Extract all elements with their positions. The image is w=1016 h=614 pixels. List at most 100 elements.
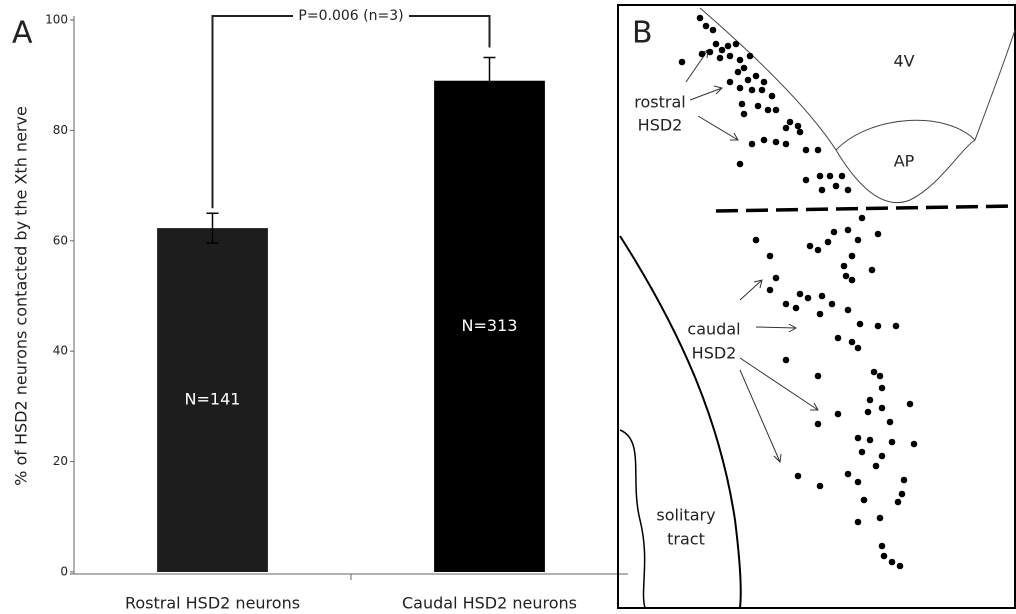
neuron-dot (764, 106, 772, 114)
neuron-dot (880, 552, 888, 560)
neuron-dot (748, 86, 756, 94)
neuron-dot (898, 490, 906, 498)
neuron-dot (854, 478, 862, 486)
neuron-dot (734, 68, 742, 76)
neuron-dot (758, 86, 766, 94)
neuron-dot (854, 236, 862, 244)
y-axis-label: % of HSD2 neurons contacted by the Xth n… (12, 106, 31, 486)
neuron-dot (844, 470, 852, 478)
neuron-dot (816, 172, 824, 180)
neuron-dot (752, 236, 760, 244)
panel-b-frame (617, 4, 1016, 609)
ap-outline (835, 119, 976, 151)
neuron-dot (744, 76, 752, 84)
panel-label: A (12, 16, 33, 51)
neuron-dot (818, 186, 826, 194)
neuron-dot (802, 176, 810, 184)
neuron-dot (698, 50, 706, 58)
neuron-dot (760, 136, 768, 144)
neuron-dot (834, 334, 842, 342)
neuron-dot (816, 482, 824, 490)
neuron-dot (802, 146, 810, 154)
neuron-dot (754, 102, 762, 110)
neuron-dot (706, 48, 714, 56)
neuron-dot (796, 290, 804, 298)
neuron-dot (870, 368, 878, 376)
neuron-dot (866, 436, 874, 444)
neuron-dot (910, 440, 918, 448)
neuron-dot (726, 52, 734, 60)
neuron-dot (842, 272, 850, 280)
neuron-dot (878, 542, 886, 550)
neuron-dot (794, 122, 802, 130)
neuron-dot (876, 514, 884, 522)
bar-annotation: N=141 (185, 390, 241, 409)
neuron-dot (718, 46, 726, 54)
neuron-dot (806, 242, 814, 250)
y-tick-label: 80 (53, 123, 68, 137)
neuron-dot (792, 304, 800, 312)
neuron-dot (766, 286, 774, 294)
neuron-dot (854, 518, 862, 526)
region-label: HSD2 (638, 116, 683, 135)
neuron-dot (858, 448, 866, 456)
neuron-dot (844, 306, 852, 314)
neuron-dot (740, 64, 748, 72)
neuron-dot (786, 118, 794, 126)
panel-label: B (632, 16, 653, 51)
neuron-dot (856, 320, 864, 328)
neuron-dot (736, 160, 744, 168)
neuron-dot (878, 384, 886, 392)
neuron-dot (844, 186, 852, 194)
arrows (685, 49, 819, 464)
x-tick-label: Rostral HSD2 neurons (125, 594, 300, 613)
neuron-dot (860, 496, 868, 504)
neuron-dot (726, 78, 734, 86)
neuron-dot (782, 300, 790, 308)
y-tick-label: 20 (53, 454, 68, 468)
neuron-dot (772, 138, 780, 146)
region-label: AP (894, 152, 915, 171)
bar (157, 228, 268, 572)
neuron-dot (816, 310, 824, 318)
neuron-dot (814, 372, 822, 380)
neuron-dot (858, 214, 866, 222)
neuron-dot (736, 56, 744, 64)
neuron-dot (854, 344, 862, 352)
region-label: rostral (634, 93, 685, 112)
neuron-dot (832, 182, 840, 190)
neuron-dot (900, 476, 908, 484)
dashed-line (715, 204, 1016, 213)
neuron-dot (782, 356, 790, 364)
neuron-dot (848, 338, 856, 346)
neuron-dot (772, 274, 780, 282)
neuron-dot (752, 72, 760, 80)
neuron-dot (878, 404, 886, 412)
neuron-dot (874, 230, 882, 238)
region-label: tract (667, 530, 705, 549)
neuron-dot (736, 84, 744, 92)
neuron-dot (766, 252, 774, 260)
neuron-dot (796, 128, 804, 136)
neuron-dot (840, 262, 848, 270)
neuron-dot (814, 420, 822, 428)
tract-boundary (619, 429, 646, 609)
y-tick-label: 100 (45, 13, 68, 27)
ventricle-outline (699, 7, 1016, 204)
neuron-dot (724, 42, 732, 50)
neuron-dot (746, 52, 754, 60)
tract-boundary (619, 235, 742, 609)
neuron-dot (886, 418, 894, 426)
neuron-dot (838, 172, 846, 180)
neuron-dot (782, 124, 790, 132)
neuron-dot (888, 558, 896, 566)
region-label: solitary (656, 506, 715, 525)
neuron-dot (696, 14, 704, 22)
neuron-dot (868, 266, 876, 274)
x-tick-label: Caudal HSD2 neurons (402, 594, 577, 613)
neuron-dot (814, 246, 822, 254)
neuron-dot (702, 22, 710, 30)
region-label: 4V (893, 52, 914, 71)
neuron-dot (854, 434, 862, 442)
neuron-dot (712, 40, 720, 48)
